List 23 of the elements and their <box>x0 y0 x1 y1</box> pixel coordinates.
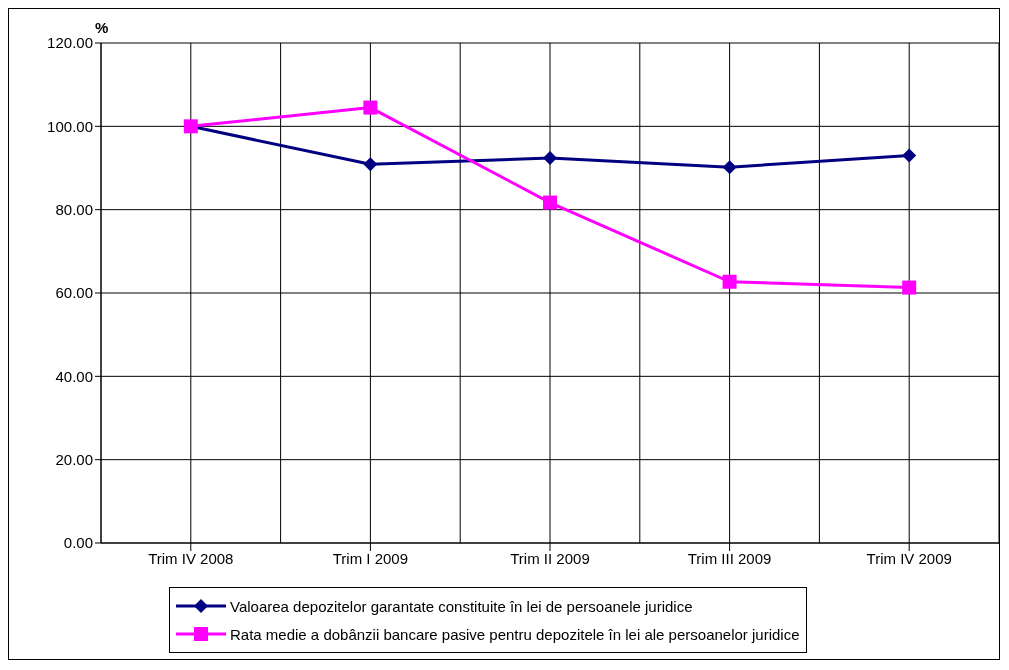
point <box>902 148 917 163</box>
y-tick-label: 120.00 <box>47 34 93 52</box>
y-tick-label: 60.00 <box>55 284 93 302</box>
x-tick-label: Trim I 2009 <box>332 549 409 567</box>
x-tick-label: Trim III 2009 <box>687 549 772 567</box>
y-tick-label: 0.00 <box>63 534 93 552</box>
y-axis-title: % <box>95 19 109 36</box>
x-tick-label: Trim II 2009 <box>510 549 590 567</box>
x-tick-label: Trim IV 2008 <box>148 549 234 567</box>
point <box>543 151 557 165</box>
y-tick-label: 100.00 <box>47 117 93 135</box>
point <box>363 157 378 172</box>
y-tick-label: 20.00 <box>55 450 93 468</box>
y-tick-label: 80.00 <box>55 200 93 218</box>
x-tick-label: Trim IV 2009 <box>866 549 952 567</box>
point <box>363 100 378 115</box>
y-tick-label: 40.00 <box>55 367 93 385</box>
point <box>722 274 737 289</box>
point <box>543 195 557 210</box>
legend-label: Valoarea depozitelor garantate constituite în lei de persoanele juridice <box>230 597 693 615</box>
point <box>902 280 917 295</box>
point <box>722 160 737 175</box>
legend-label: Rata medie a dobânzii bancare pasive pentru depozitele în lei ale persoanelor juridice <box>230 625 800 643</box>
